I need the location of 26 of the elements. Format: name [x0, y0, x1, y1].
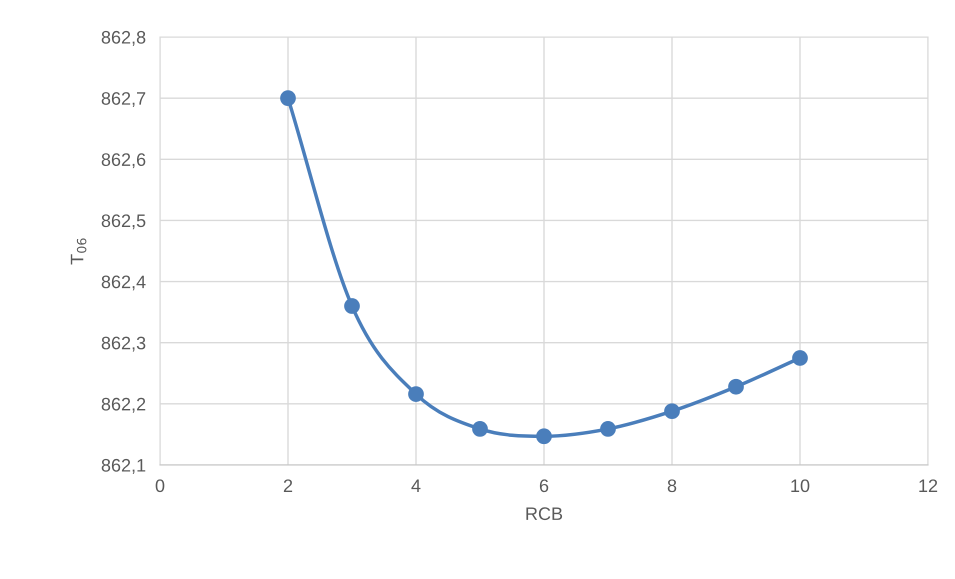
point	[792, 350, 808, 366]
x-tick-label: 0	[156, 479, 164, 492]
y-tick-label: 862,6	[102, 153, 146, 168]
point	[472, 421, 488, 437]
x-axis-title: RCB	[526, 507, 562, 520]
x-tick-label: 12	[919, 479, 938, 492]
point	[408, 386, 424, 402]
x-tick-label: 2	[284, 479, 292, 492]
point	[600, 421, 616, 437]
x-tick-label: 6	[540, 479, 548, 492]
point	[280, 90, 296, 106]
point	[728, 378, 744, 395]
y-tick-label: 862,5	[102, 214, 146, 230]
y-tick-label: 862,1	[102, 458, 146, 474]
y-axis-title: T$_{06}$	[70, 238, 86, 264]
x-tick-label: 8	[668, 479, 676, 492]
y-tick-label: 862,8	[102, 30, 146, 46]
x-tick-label: 10	[791, 479, 810, 492]
y-tick-label: 862,3	[102, 336, 146, 352]
x-tick-label: 4	[411, 480, 420, 492]
point	[536, 428, 552, 444]
y-tick-label: 862,4	[102, 276, 146, 290]
y-tick-label: 862,2	[102, 398, 146, 413]
y-tick-label: 862,7	[102, 92, 146, 107]
point	[664, 403, 680, 420]
point	[344, 298, 360, 314]
